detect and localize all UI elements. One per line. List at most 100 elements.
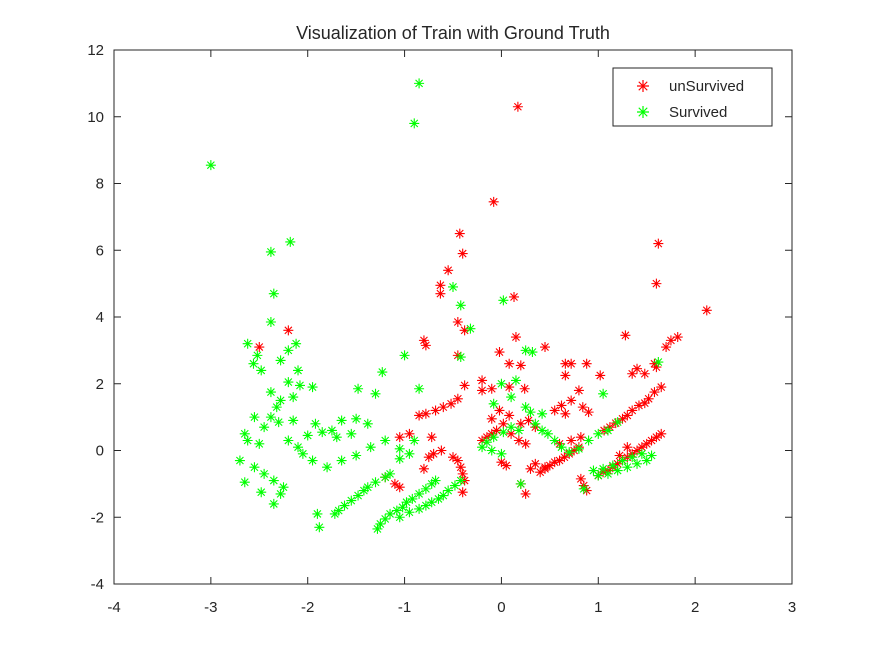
- data-point: [423, 452, 434, 463]
- data-point: [449, 480, 460, 491]
- data-point: [520, 488, 531, 499]
- data-point: [455, 475, 466, 486]
- data-point: [457, 487, 468, 498]
- data-point: [573, 443, 584, 454]
- data-point: [385, 468, 396, 479]
- data-point: [607, 460, 618, 471]
- data-point: [234, 455, 245, 466]
- data-point: [362, 482, 373, 493]
- data-point: [577, 402, 588, 413]
- data-point: [265, 317, 276, 328]
- data-point: [575, 432, 586, 443]
- data-point: [259, 422, 270, 433]
- data-point: [420, 408, 431, 419]
- data-point: [351, 413, 362, 424]
- x-tick-label: -2: [301, 599, 314, 616]
- data-point: [494, 405, 505, 416]
- data-point: [293, 442, 304, 453]
- y-tick-label: -4: [91, 576, 104, 593]
- data-point: [604, 422, 615, 433]
- data-point: [622, 442, 633, 453]
- data-point: [455, 300, 466, 311]
- data-point: [649, 387, 660, 398]
- x-tick-label: 1: [594, 599, 602, 616]
- data-point: [496, 378, 507, 389]
- data-point: [438, 402, 449, 413]
- data-point: [646, 450, 657, 461]
- data-point: [394, 453, 405, 464]
- data-point: [418, 463, 429, 474]
- data-point: [380, 435, 391, 446]
- data-point: [488, 196, 499, 207]
- data-point: [512, 101, 523, 112]
- data-point: [409, 118, 420, 129]
- data-point: [307, 382, 318, 393]
- data-point: [271, 402, 282, 413]
- data-point: [310, 418, 321, 429]
- data-point: [294, 380, 305, 391]
- data-point: [256, 365, 267, 376]
- y-tick-label: 4: [96, 309, 104, 326]
- data-point: [646, 435, 657, 446]
- data-point: [504, 382, 515, 393]
- data-point: [515, 478, 526, 489]
- data-point: [370, 477, 381, 488]
- data-point: [477, 385, 488, 396]
- data-point: [457, 468, 468, 479]
- data-point: [583, 407, 594, 418]
- data-point: [426, 497, 437, 508]
- data-point: [331, 432, 342, 443]
- data-point: [523, 415, 534, 426]
- data-point: [573, 385, 584, 396]
- data-point: [414, 78, 425, 89]
- data-point: [302, 430, 313, 441]
- data-point: [418, 335, 429, 346]
- legend: unSurvived Survived: [612, 67, 773, 127]
- data-point: [622, 410, 633, 421]
- data-point: [602, 468, 613, 479]
- data-point: [322, 462, 333, 473]
- data-point: [380, 513, 391, 524]
- data-point: [242, 435, 253, 446]
- data-point: [498, 418, 509, 429]
- data-point: [498, 427, 509, 438]
- data-point: [397, 502, 408, 513]
- data-point: [288, 392, 299, 403]
- data-point: [549, 457, 560, 468]
- data-point: [317, 427, 328, 438]
- x-tick-label: 2: [691, 599, 699, 616]
- data-point: [249, 462, 260, 473]
- x-tick-label: -1: [398, 599, 411, 616]
- data-point: [486, 413, 497, 424]
- data-point: [283, 345, 294, 356]
- data-point: [520, 438, 531, 449]
- x-tick-label: -3: [204, 599, 217, 616]
- data-point: [455, 352, 466, 363]
- data-point: [641, 438, 652, 449]
- data-point: [333, 505, 344, 516]
- data-point: [375, 518, 386, 529]
- data-point: [639, 368, 650, 379]
- data-point: [372, 523, 383, 534]
- data-point: [438, 490, 449, 501]
- data-point: [627, 452, 638, 463]
- data-point: [259, 468, 270, 479]
- data-point: [506, 428, 517, 439]
- data-point: [653, 357, 664, 368]
- data-point: [446, 398, 457, 409]
- data-point: [515, 360, 526, 371]
- data-point: [549, 405, 560, 416]
- data-point: [622, 462, 633, 473]
- data-point: [339, 500, 350, 511]
- data-point: [578, 483, 589, 494]
- data-point: [651, 362, 662, 373]
- data-point: [542, 428, 553, 439]
- data-point: [455, 462, 466, 473]
- data-point: [602, 425, 613, 436]
- data-point: [256, 487, 267, 498]
- data-point: [414, 488, 425, 499]
- data-point: [283, 435, 294, 446]
- data-point: [525, 463, 536, 474]
- data-point: [407, 493, 418, 504]
- data-point: [481, 437, 492, 448]
